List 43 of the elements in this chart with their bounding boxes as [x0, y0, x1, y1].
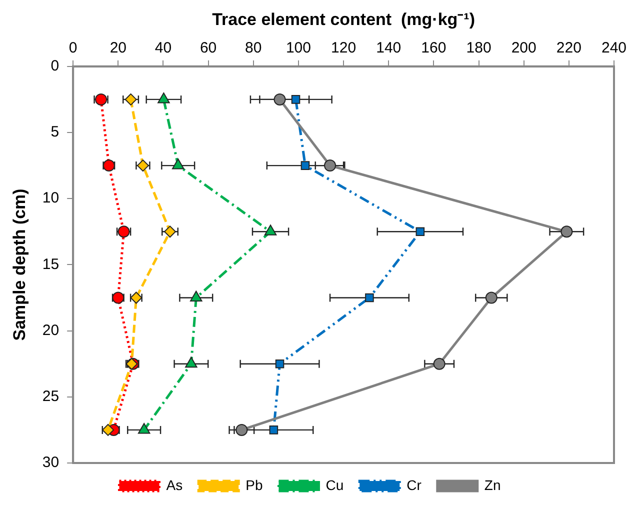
point — [365, 293, 374, 302]
x-axis-title: Trace element content (mg·kg⁻¹) — [212, 10, 476, 29]
x-tick-label: 40 — [154, 40, 172, 57]
point — [485, 292, 498, 304]
point — [138, 422, 150, 434]
point — [291, 95, 300, 104]
x-tick-label: 240 — [601, 40, 627, 57]
legend-label: Pb — [246, 476, 263, 493]
x-tick-label: 60 — [200, 40, 217, 57]
y-tick-label: 5 — [50, 124, 60, 141]
y-tick-label: 25 — [42, 388, 60, 406]
x-tick-label: 200 — [511, 40, 536, 57]
y-tick-label: 10 — [42, 190, 60, 207]
y-tick-label: 30 — [42, 454, 60, 472]
point — [324, 160, 336, 172]
x-tick-label: 160 — [421, 40, 446, 57]
point — [433, 358, 446, 370]
x-tick-label: 80 — [245, 40, 262, 57]
point — [560, 226, 573, 238]
point — [274, 93, 286, 106]
x-tick-label: 220 — [556, 40, 582, 57]
point — [185, 356, 198, 368]
point — [236, 424, 248, 436]
point — [124, 93, 137, 106]
x-tick-label: 180 — [466, 40, 492, 57]
point — [416, 227, 425, 236]
x-tick-label: 20 — [110, 40, 127, 57]
point — [300, 161, 310, 170]
point — [275, 359, 284, 368]
legend-label: Cr — [406, 476, 422, 493]
x-tick-label: 120 — [331, 40, 356, 57]
legend-label: Zn — [484, 476, 501, 493]
point — [269, 426, 278, 434]
y-axis-title: Sample depth (cm) — [10, 188, 29, 341]
y-tick-label: 0 — [50, 58, 60, 75]
y-tick-label: 15 — [42, 256, 60, 273]
x-tick-label: 0 — [68, 40, 78, 57]
y-tick-label: 20 — [42, 322, 60, 339]
legend-label: Cu — [326, 476, 344, 493]
x-tick-label: 100 — [286, 40, 311, 57]
x-tick-label: 140 — [376, 40, 402, 57]
point — [164, 226, 176, 238]
legend-label: As — [166, 476, 183, 493]
